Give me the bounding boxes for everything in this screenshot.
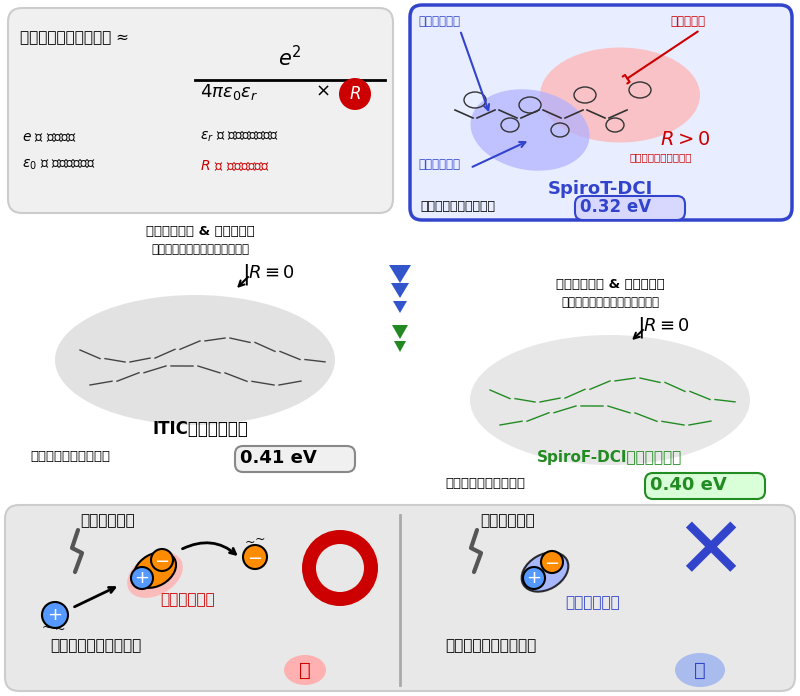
Text: 励起子束縛エネルギー: 励起子束縛エネルギー [445, 638, 536, 653]
Text: ~: ~ [54, 622, 66, 635]
FancyBboxPatch shape [645, 473, 765, 499]
Text: $|$: $|$ [242, 262, 248, 287]
Text: （分子のほぼ同じ場所に分布）: （分子のほぼ同じ場所に分布） [151, 243, 249, 256]
Text: 最高被占軌道: 最高被占軌道 [418, 158, 460, 171]
Text: 小: 小 [299, 661, 311, 679]
Ellipse shape [675, 653, 725, 687]
Text: 最高被占軌道 & 最低空軌道: 最高被占軌道 & 最低空軌道 [556, 278, 664, 291]
Text: 0.32 eV: 0.32 eV [580, 198, 651, 216]
Text: ✕: ✕ [674, 514, 746, 596]
Text: ~: ~ [245, 535, 255, 548]
Circle shape [42, 602, 68, 628]
Circle shape [339, 78, 371, 110]
Ellipse shape [470, 335, 750, 465]
Ellipse shape [284, 655, 326, 685]
Text: $\varepsilon_0$ ： 真空の誘電率: $\varepsilon_0$ ： 真空の誘電率 [22, 158, 96, 173]
Ellipse shape [522, 553, 568, 592]
FancyBboxPatch shape [410, 5, 792, 220]
Polygon shape [392, 325, 408, 339]
Text: 最低空軌道: 最低空軌道 [670, 15, 705, 28]
Text: $R$: $R$ [349, 85, 361, 103]
Text: $R > 0$: $R > 0$ [660, 130, 710, 149]
Polygon shape [389, 265, 411, 283]
Text: 0.40 eV: 0.40 eV [650, 476, 726, 494]
Text: 励起子束縛エネルギー: 励起子束縛エネルギー [30, 450, 110, 463]
Text: $e$ ： 電気素量: $e$ ： 電気素量 [22, 130, 77, 144]
Circle shape [151, 549, 173, 571]
Text: ~: ~ [254, 532, 266, 546]
Text: $-$: $-$ [154, 551, 170, 569]
Circle shape [243, 545, 267, 569]
Text: 最高被占軌道 & 最低空軌道: 最高被占軌道 & 最低空軌道 [146, 225, 254, 238]
Text: $+$: $+$ [47, 606, 62, 624]
Text: 光エネルギー: 光エネルギー [80, 513, 134, 528]
FancyBboxPatch shape [235, 446, 355, 472]
Ellipse shape [134, 552, 176, 588]
Text: 励起子束縛エネルギー: 励起子束縛エネルギー [50, 638, 142, 653]
Text: $R\equiv 0$: $R\equiv 0$ [643, 317, 690, 335]
Polygon shape [391, 283, 409, 298]
Circle shape [316, 544, 364, 592]
Text: 分離しにくい: 分離しにくい [565, 595, 620, 610]
Text: 光エネルギー: 光エネルギー [480, 513, 534, 528]
Text: $\times$: $\times$ [315, 82, 330, 100]
Polygon shape [394, 341, 406, 352]
Text: 励起子束縛エネルギー ≈: 励起子束縛エネルギー ≈ [20, 30, 129, 45]
Ellipse shape [55, 295, 335, 425]
Text: $+$: $+$ [526, 569, 542, 587]
Circle shape [523, 567, 545, 589]
Text: $|$: $|$ [637, 315, 643, 340]
Text: ~: ~ [42, 621, 52, 633]
Text: $+$: $+$ [134, 569, 150, 587]
Text: （分離した軌道分布）: （分離した軌道分布） [630, 152, 693, 162]
Polygon shape [393, 301, 407, 313]
Text: SpiroF-DCI（比較材料）: SpiroF-DCI（比較材料） [538, 450, 682, 465]
Text: 0.41 eV: 0.41 eV [240, 449, 317, 467]
Text: SpiroT-DCI: SpiroT-DCI [547, 180, 653, 198]
Text: 励起子束縛エネルギー: 励起子束縛エネルギー [445, 477, 525, 490]
Circle shape [131, 567, 153, 589]
Text: $-$: $-$ [545, 553, 559, 571]
Text: $R\equiv 0$: $R\equiv 0$ [248, 264, 294, 282]
Text: 最高被占軌道: 最高被占軌道 [418, 15, 460, 28]
Text: $e^2$: $e^2$ [278, 45, 302, 70]
FancyBboxPatch shape [8, 8, 393, 213]
Circle shape [302, 530, 378, 606]
Text: 励起子束縛エネルギー: 励起子束縛エネルギー [420, 200, 495, 213]
Text: $-$: $-$ [247, 548, 262, 566]
FancyBboxPatch shape [575, 196, 685, 220]
Ellipse shape [540, 47, 700, 143]
Text: 大: 大 [694, 661, 706, 679]
Text: 分離しやすい: 分離しやすい [160, 592, 214, 607]
Ellipse shape [470, 89, 590, 171]
Text: $\varepsilon_r$ ： 材料の比誘電率: $\varepsilon_r$ ： 材料の比誘電率 [200, 130, 278, 144]
Circle shape [541, 551, 563, 573]
Text: $4\pi\varepsilon_0\varepsilon_r$: $4\pi\varepsilon_0\varepsilon_r$ [200, 82, 258, 102]
Ellipse shape [127, 552, 183, 598]
Text: ITIC（標準材料）: ITIC（標準材料） [152, 420, 248, 438]
Text: （分子のほぼ同じ場所に分布）: （分子のほぼ同じ場所に分布） [561, 296, 659, 309]
FancyBboxPatch shape [5, 505, 795, 691]
Text: $R$ ： 電荷間の距離: $R$ ： 電荷間の距離 [200, 158, 270, 173]
